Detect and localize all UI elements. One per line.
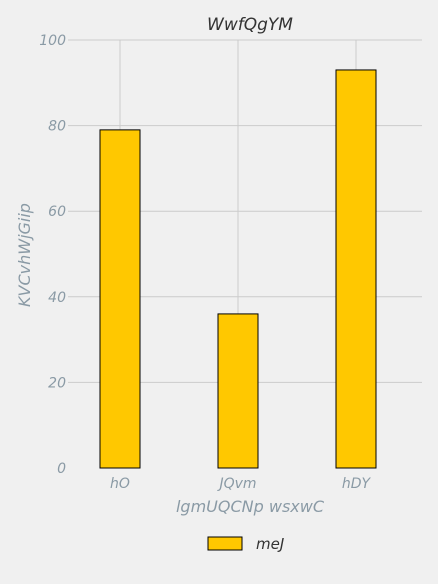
y-tick-label: 100 <box>39 33 66 49</box>
chart-title: WwfQgYM <box>207 15 293 35</box>
x-tick-label: hDY <box>342 476 372 492</box>
legend-swatch-meJ <box>207 536 243 551</box>
y-tick-label: 60 <box>48 204 66 220</box>
y-axis-label: KVCvhWjGiip <box>15 203 34 307</box>
bar-hDY <box>335 69 377 469</box>
legend: meJ <box>207 535 284 553</box>
x-tick-label: hO <box>110 476 130 492</box>
legend-label-meJ: meJ <box>256 535 284 553</box>
tick-labels: 0 20 40 60 80 100 hO JQvm hDY <box>39 33 371 492</box>
y-tick-label: 80 <box>48 119 66 135</box>
x-tick-label: JQvm <box>216 476 256 492</box>
bar-JQvm <box>217 313 259 469</box>
bar-hO <box>99 129 141 469</box>
y-tick-label: 0 <box>57 461 66 477</box>
x-axis-label: lgmUQCNp wsxwC <box>176 497 325 516</box>
y-tick-label: 40 <box>48 290 66 306</box>
y-tick-label: 20 <box>48 375 66 391</box>
bars <box>99 69 377 469</box>
